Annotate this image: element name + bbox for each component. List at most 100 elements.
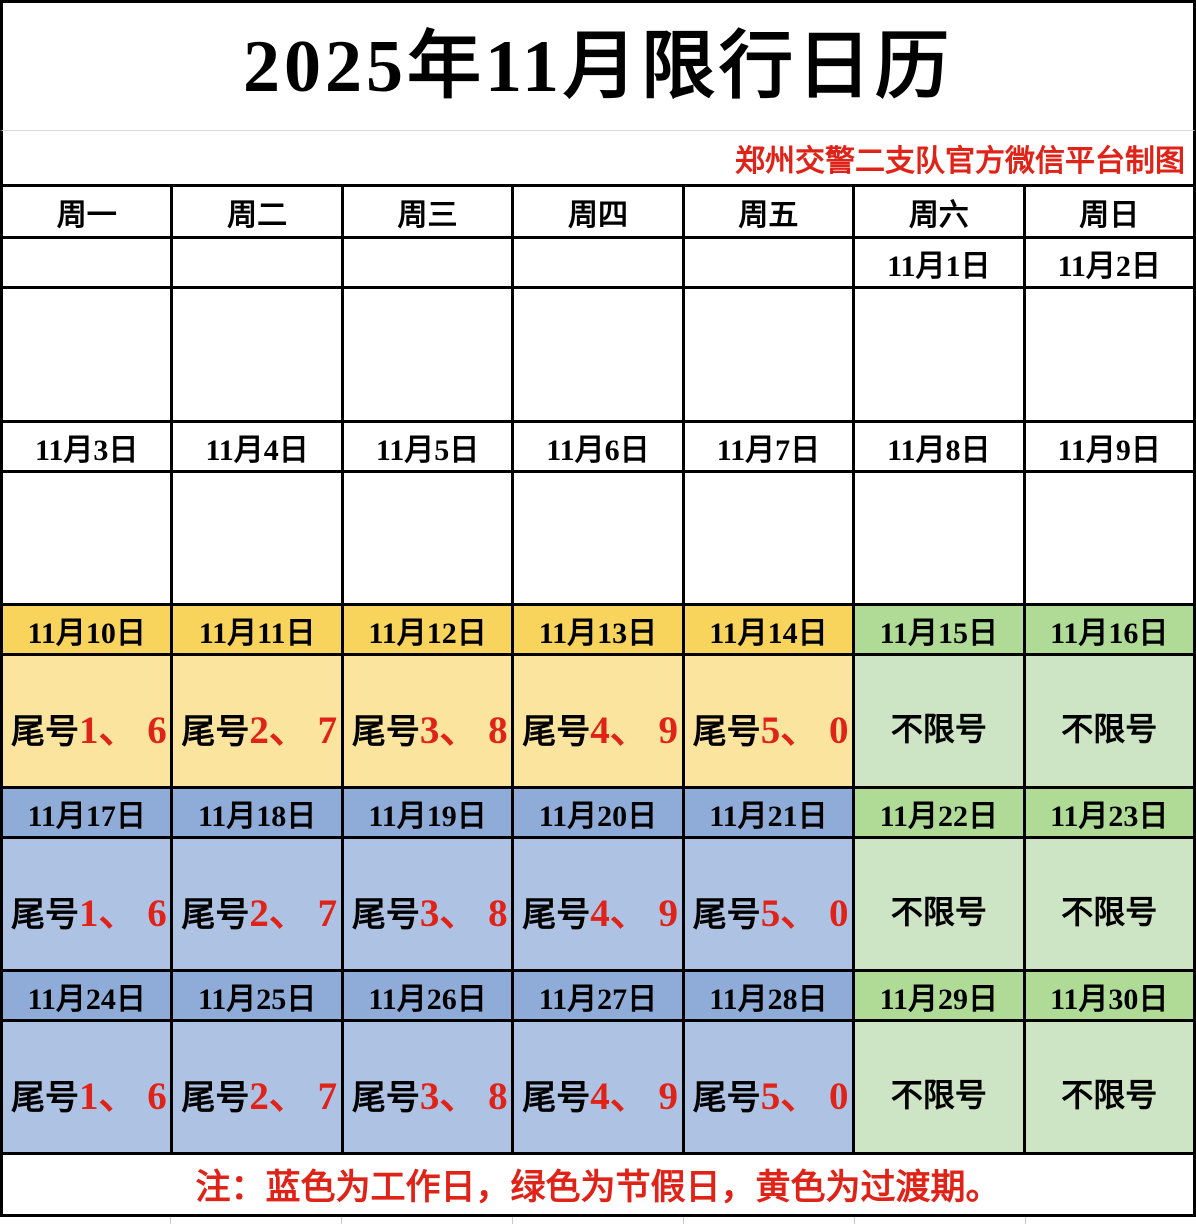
date-cell-nov19: 11月19日 xyxy=(340,786,515,839)
date-cell-nov28: 11月28日 xyxy=(681,969,856,1022)
date-cell xyxy=(0,236,174,289)
empty-cell xyxy=(170,470,344,606)
week2-body-row xyxy=(0,470,1196,606)
cutoff-row-sliver xyxy=(0,1217,1196,1224)
date-cell-nov7: 11月7日 xyxy=(681,420,856,473)
date-cell-nov17: 11月17日 xyxy=(0,786,174,839)
date-cell-nov10: 11月10日 xyxy=(0,603,174,656)
empty-cell xyxy=(681,286,856,423)
restriction-cell: 尾号2、 7 xyxy=(170,653,344,789)
empty-cell xyxy=(511,286,685,423)
date-cell-nov15: 11月15日 xyxy=(852,603,1026,656)
restriction-cell: 尾号3、 8 xyxy=(340,1019,515,1155)
restriction-prefix: 尾号 xyxy=(522,714,591,751)
restriction-numbers: 4、 9 xyxy=(590,892,679,935)
empty-cell xyxy=(681,470,856,606)
restriction-numbers: 3、 8 xyxy=(419,1075,508,1118)
restriction-prefix: 尾号 xyxy=(522,897,591,934)
date-cell xyxy=(340,236,515,289)
date-cell-nov14: 11月14日 xyxy=(681,603,856,656)
restriction-prefix: 尾号 xyxy=(11,897,79,934)
restriction-prefix: 尾号 xyxy=(11,714,79,751)
weekday-header-row: 周一 周二 周三 周四 周五 周六 周日 xyxy=(0,184,1196,239)
date-cell-nov27: 11月27日 xyxy=(511,969,685,1022)
empty-cell xyxy=(0,470,174,606)
week3-date-row: 11月10日 11月11日 11月12日 11月13日 11月14日 11月15… xyxy=(0,603,1196,656)
restriction-numbers: 2、 7 xyxy=(249,892,338,935)
restriction-numbers: 5、 0 xyxy=(760,709,849,752)
date-cell-nov26: 11月26日 xyxy=(340,969,515,1022)
restriction-prefix: 尾号 xyxy=(351,1080,420,1117)
week3-body-row: 尾号1、 6 尾号2、 7 尾号3、 8 尾号4、 9 尾号5、 0 不限号 不… xyxy=(0,653,1196,789)
empty-cell xyxy=(340,470,515,606)
restriction-prefix: 尾号 xyxy=(181,714,250,751)
restriction-numbers: 1、 6 xyxy=(79,1075,167,1118)
restriction-prefix: 尾号 xyxy=(522,1080,591,1117)
date-cell-nov30: 11月30日 xyxy=(1022,969,1196,1022)
date-cell-nov12: 11月12日 xyxy=(340,603,515,656)
restriction-prefix: 尾号 xyxy=(11,1080,79,1117)
restriction-cell: 尾号3、 8 xyxy=(340,836,515,972)
week5-date-row: 11月24日 11月25日 11月26日 11月27日 11月28日 11月29… xyxy=(0,969,1196,1022)
credit-row: 郑州交警二支队官方微信平台制图 xyxy=(0,131,1196,184)
date-cell-nov5: 11月5日 xyxy=(340,420,515,473)
restriction-cell: 尾号4、 9 xyxy=(511,653,685,789)
date-cell-nov9: 11月9日 xyxy=(1022,420,1196,473)
restriction-cell: 尾号3、 8 xyxy=(340,653,515,789)
restriction-numbers: 2、 7 xyxy=(249,709,338,752)
restriction-cell: 尾号5、 0 xyxy=(681,1019,856,1155)
restriction-numbers: 4、 9 xyxy=(590,1075,679,1118)
weekday-wed: 周三 xyxy=(340,184,515,239)
empty-cell xyxy=(511,470,685,606)
date-cell-nov18: 11月18日 xyxy=(170,786,344,839)
restriction-cell: 尾号1、 6 xyxy=(0,1019,174,1155)
restriction-numbers: 5、 0 xyxy=(760,1075,849,1118)
restriction-prefix: 尾号 xyxy=(181,897,250,934)
restriction-prefix: 尾号 xyxy=(351,714,420,751)
restriction-cell: 尾号5、 0 xyxy=(681,836,856,972)
no-limit-cell: 不限号 xyxy=(852,836,1026,972)
restriction-cell: 尾号2、 7 xyxy=(170,836,344,972)
date-cell xyxy=(511,236,685,289)
restriction-numbers: 4、 9 xyxy=(590,709,679,752)
date-cell-nov29: 11月29日 xyxy=(852,969,1026,1022)
credit-text: 郑州交警二支队官方微信平台制图 xyxy=(735,144,1185,178)
legend-note: 注：蓝色为工作日，绿色为节假日，黄色为过渡期。 xyxy=(195,1168,1001,1207)
calendar-table: 周一 周二 周三 周四 周五 周六 周日 11月1日 11月2日 xyxy=(0,184,1196,1217)
date-cell-nov23: 11月23日 xyxy=(1022,786,1196,839)
date-cell-nov2: 11月2日 xyxy=(1022,236,1196,289)
weekday-fri: 周五 xyxy=(681,184,856,239)
legend-note-cell: 注：蓝色为工作日，绿色为节假日，黄色为过渡期。 xyxy=(0,1152,1196,1217)
restriction-numbers: 3、 8 xyxy=(419,892,508,935)
date-cell-nov13: 11月13日 xyxy=(511,603,685,656)
date-cell-nov1: 11月1日 xyxy=(852,236,1026,289)
restriction-cell: 尾号2、 7 xyxy=(170,1019,344,1155)
empty-cell xyxy=(1022,470,1196,606)
empty-cell xyxy=(1022,286,1196,423)
date-cell xyxy=(170,236,344,289)
weekday-sat: 周六 xyxy=(852,184,1026,239)
note-row: 注：蓝色为工作日，绿色为节假日，黄色为过渡期。 xyxy=(0,1152,1196,1217)
restriction-cell: 尾号4、 9 xyxy=(511,1019,685,1155)
date-cell-nov4: 11月4日 xyxy=(170,420,344,473)
date-cell-nov11: 11月11日 xyxy=(170,603,344,656)
weekday-thu: 周四 xyxy=(511,184,685,239)
weekday-sun: 周日 xyxy=(1022,184,1196,239)
date-cell-nov8: 11月8日 xyxy=(852,420,1026,473)
title-block: 2025年11月限行日历 xyxy=(0,0,1196,131)
no-limit-cell: 不限号 xyxy=(1022,1019,1196,1155)
restriction-cell: 尾号1、 6 xyxy=(0,836,174,972)
empty-cell xyxy=(852,470,1026,606)
week1-date-row: 11月1日 11月2日 xyxy=(0,236,1196,289)
week4-date-row: 11月17日 11月18日 11月19日 11月20日 11月21日 11月22… xyxy=(0,786,1196,839)
empty-cell xyxy=(170,286,344,423)
no-limit-cell: 不限号 xyxy=(1022,836,1196,972)
restriction-numbers: 1、 6 xyxy=(79,709,167,752)
page-title: 2025年11月限行日历 xyxy=(243,25,953,108)
date-cell-nov16: 11月16日 xyxy=(1022,603,1196,656)
date-cell-nov24: 11月24日 xyxy=(0,969,174,1022)
restriction-numbers: 3、 8 xyxy=(419,709,508,752)
empty-cell xyxy=(0,286,174,423)
restriction-prefix: 尾号 xyxy=(351,897,420,934)
